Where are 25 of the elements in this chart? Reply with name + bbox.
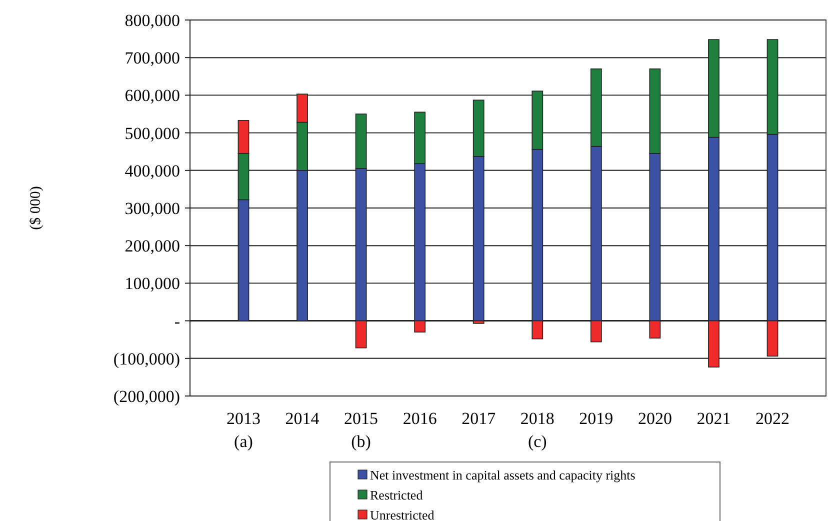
x-tick-label: 2016 <box>402 409 437 428</box>
y-tick-label: 600,000 <box>124 86 180 106</box>
x-tick-label: 2013 (a) <box>226 409 260 451</box>
y-axis-title: ($ 000) <box>28 186 44 230</box>
legend-label: Net investment in capital assets and capacity rights <box>370 468 636 483</box>
y-tick-label: 400,000 <box>124 161 180 180</box>
x-tick-label: 2014 <box>285 409 320 428</box>
y-tick-label: (200,000) <box>113 386 180 406</box>
y-tick-label: 200,000 <box>124 236 180 256</box>
legend-label: Restricted <box>370 488 424 503</box>
legend-label: Unrestricted <box>370 508 435 521</box>
x-tick-label: 2018 (c) <box>520 409 554 451</box>
x-tick-label: 2017 <box>462 409 496 428</box>
x-tick-label: 2015 (b) <box>344 409 378 451</box>
y-tick-label: 300,000 <box>124 198 180 218</box>
x-tick-label: 2019 <box>579 409 614 428</box>
y-tick-label: 700,000 <box>124 48 180 68</box>
x-tick-label: 2020 <box>638 409 672 428</box>
y-tick-label: 500,000 <box>124 124 180 143</box>
y-tick-label: (100,000) <box>113 349 180 368</box>
y-tick-label: 100,000 <box>124 274 180 294</box>
x-tick-label: 2022 <box>756 409 790 428</box>
y-tick-label: - <box>174 312 180 331</box>
x-tick-label: 2021 <box>696 409 731 428</box>
y-tick-label: 800,000 <box>124 10 180 30</box>
